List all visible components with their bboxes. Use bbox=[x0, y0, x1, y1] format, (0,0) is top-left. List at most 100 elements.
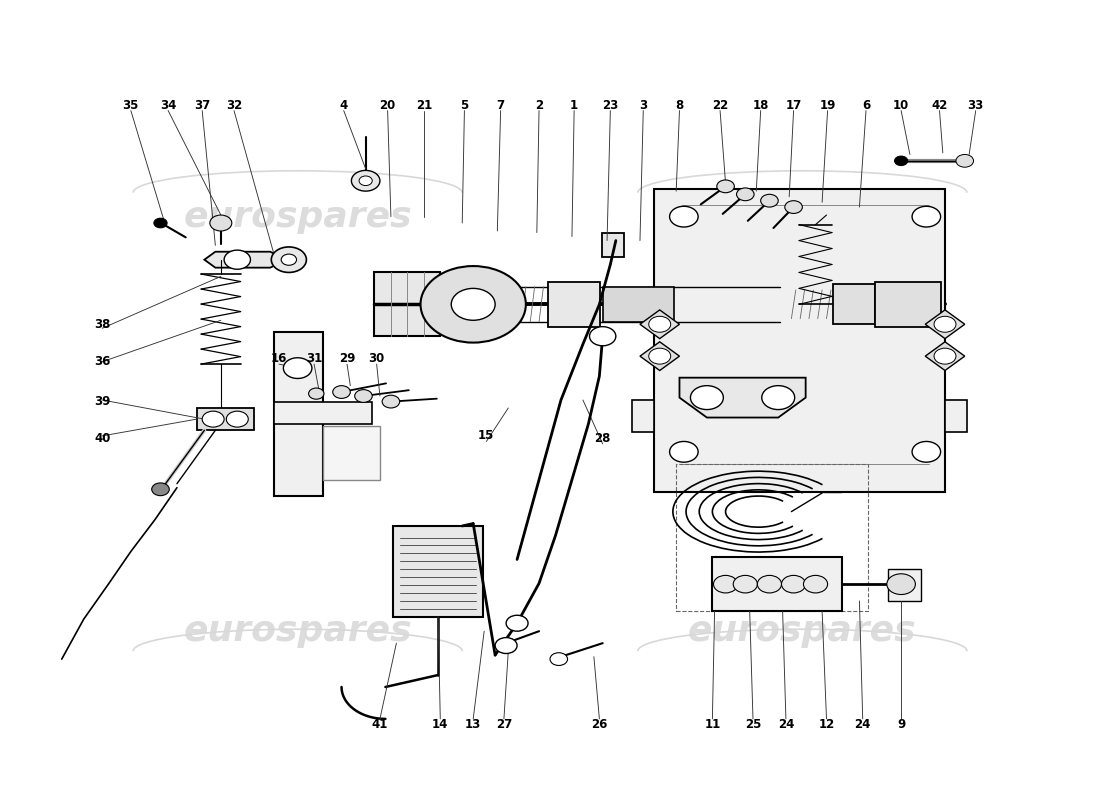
Circle shape bbox=[309, 388, 324, 399]
Circle shape bbox=[784, 201, 802, 214]
Text: 35: 35 bbox=[123, 98, 139, 111]
Text: 36: 36 bbox=[95, 355, 110, 368]
Polygon shape bbox=[205, 252, 287, 268]
Text: 8: 8 bbox=[675, 98, 683, 111]
Circle shape bbox=[202, 411, 224, 427]
Text: eurospares: eurospares bbox=[688, 200, 916, 234]
Text: 24: 24 bbox=[855, 718, 871, 731]
Text: 11: 11 bbox=[704, 718, 720, 731]
Circle shape bbox=[734, 575, 758, 593]
Bar bbox=[654, 189, 945, 492]
Circle shape bbox=[912, 206, 940, 227]
Circle shape bbox=[803, 575, 827, 593]
Circle shape bbox=[152, 483, 169, 496]
Bar bbox=[713, 557, 842, 611]
Circle shape bbox=[210, 215, 232, 231]
Text: 29: 29 bbox=[339, 352, 355, 365]
Circle shape bbox=[224, 250, 251, 270]
Text: eurospares: eurospares bbox=[184, 614, 412, 648]
Circle shape bbox=[758, 575, 781, 593]
Polygon shape bbox=[945, 400, 967, 432]
Circle shape bbox=[781, 575, 805, 593]
Text: 2: 2 bbox=[535, 98, 543, 111]
Text: 23: 23 bbox=[602, 98, 618, 111]
Text: 18: 18 bbox=[752, 98, 769, 111]
Circle shape bbox=[691, 386, 724, 410]
Circle shape bbox=[420, 266, 526, 342]
Bar bbox=[603, 286, 674, 322]
Polygon shape bbox=[632, 400, 654, 432]
Text: 24: 24 bbox=[778, 718, 794, 731]
Polygon shape bbox=[602, 233, 624, 257]
Text: 42: 42 bbox=[932, 98, 948, 111]
Circle shape bbox=[762, 386, 794, 410]
Circle shape bbox=[154, 218, 167, 228]
Polygon shape bbox=[640, 342, 680, 370]
Text: 40: 40 bbox=[95, 432, 110, 445]
Circle shape bbox=[495, 638, 517, 654]
Text: 27: 27 bbox=[496, 718, 512, 731]
Circle shape bbox=[649, 316, 671, 332]
Bar bbox=[274, 332, 323, 496]
Bar bbox=[548, 282, 601, 326]
Circle shape bbox=[550, 653, 568, 666]
Bar bbox=[874, 282, 940, 326]
Text: 9: 9 bbox=[896, 718, 905, 731]
Text: 34: 34 bbox=[160, 98, 176, 111]
Circle shape bbox=[717, 180, 735, 193]
Bar bbox=[393, 526, 483, 618]
Text: eurospares: eurospares bbox=[688, 614, 916, 648]
Bar bbox=[374, 273, 440, 336]
Text: 16: 16 bbox=[271, 352, 287, 365]
Text: 39: 39 bbox=[95, 395, 110, 408]
Text: 7: 7 bbox=[496, 98, 505, 111]
Text: 32: 32 bbox=[226, 98, 242, 111]
Circle shape bbox=[451, 288, 495, 320]
Circle shape bbox=[912, 442, 940, 462]
Text: 5: 5 bbox=[460, 98, 469, 111]
Text: 14: 14 bbox=[432, 718, 449, 731]
Bar bbox=[274, 402, 372, 424]
Circle shape bbox=[351, 170, 380, 191]
Bar bbox=[888, 569, 921, 601]
Polygon shape bbox=[680, 378, 805, 418]
Text: 25: 25 bbox=[745, 718, 761, 731]
Text: 4: 4 bbox=[340, 98, 348, 111]
Circle shape bbox=[934, 316, 956, 332]
Polygon shape bbox=[640, 310, 680, 338]
Text: 33: 33 bbox=[968, 98, 983, 111]
Text: 12: 12 bbox=[818, 718, 835, 731]
Bar bbox=[833, 285, 875, 324]
Text: 31: 31 bbox=[306, 352, 322, 365]
Text: 26: 26 bbox=[591, 718, 607, 731]
Text: 15: 15 bbox=[478, 430, 495, 442]
Text: 30: 30 bbox=[368, 352, 385, 365]
Text: eurospares: eurospares bbox=[184, 200, 412, 234]
Text: 3: 3 bbox=[639, 98, 647, 111]
Text: 13: 13 bbox=[465, 718, 482, 731]
Bar bbox=[676, 464, 868, 611]
Circle shape bbox=[359, 176, 372, 186]
Text: 28: 28 bbox=[594, 432, 610, 445]
Circle shape bbox=[670, 206, 698, 227]
Text: 6: 6 bbox=[862, 98, 870, 111]
Circle shape bbox=[382, 395, 399, 408]
Circle shape bbox=[506, 615, 528, 631]
Circle shape bbox=[590, 326, 616, 346]
Polygon shape bbox=[197, 408, 254, 430]
Text: 37: 37 bbox=[194, 98, 210, 111]
Circle shape bbox=[284, 358, 312, 378]
Circle shape bbox=[227, 411, 249, 427]
Bar bbox=[323, 426, 379, 480]
Circle shape bbox=[649, 348, 671, 364]
Text: 10: 10 bbox=[893, 98, 910, 111]
Circle shape bbox=[761, 194, 778, 207]
Polygon shape bbox=[925, 342, 965, 370]
Circle shape bbox=[714, 575, 738, 593]
Text: 19: 19 bbox=[820, 98, 836, 111]
Circle shape bbox=[894, 156, 908, 166]
Text: 17: 17 bbox=[785, 98, 802, 111]
Circle shape bbox=[272, 247, 307, 273]
Circle shape bbox=[956, 154, 974, 167]
Circle shape bbox=[354, 390, 372, 402]
